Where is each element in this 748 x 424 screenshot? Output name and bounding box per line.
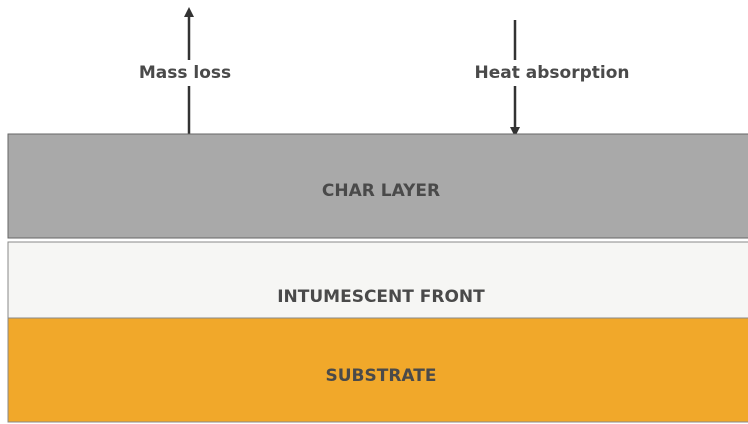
label-bg: [452, 60, 652, 86]
layer-label: SUBSTRATE: [326, 366, 437, 386]
char-layer: [7, 133, 748, 239]
arrow-label: Heat absorption: [474, 63, 629, 83]
substrate: [7, 317, 748, 423]
layer-label: INTUMESCENT FRONT: [277, 287, 485, 307]
layer-label: CHAR LAYER: [322, 181, 440, 201]
intumescent-front: [7, 241, 748, 319]
label-bg: [124, 60, 248, 86]
arrow-label: Mass loss: [139, 63, 231, 83]
